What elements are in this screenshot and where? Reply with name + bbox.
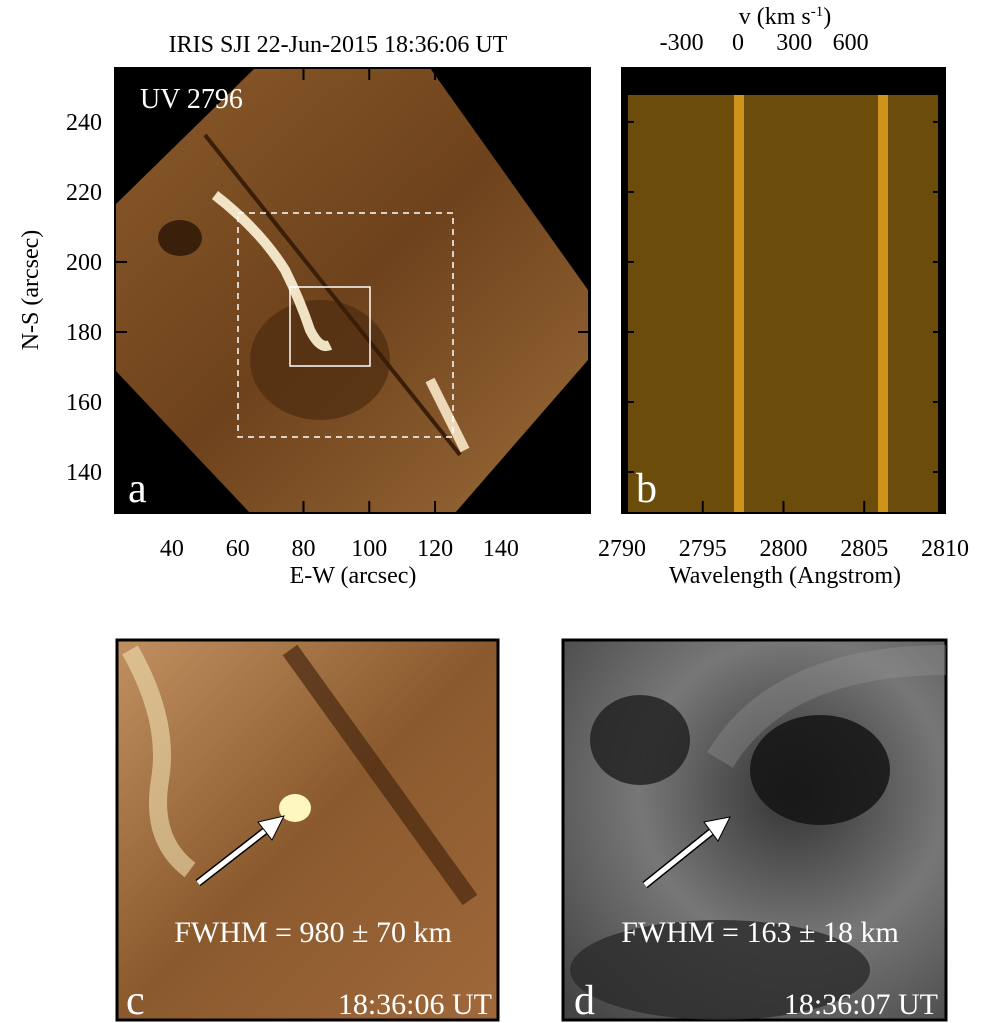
x-tick-label: 40: [160, 536, 184, 562]
panel-letter: d: [574, 978, 595, 1023]
top-tick-label: 600: [833, 30, 869, 56]
y-tick-label: 200: [66, 250, 102, 276]
panel-c-image: [117, 640, 498, 1020]
top-tick-label: -300: [660, 30, 704, 56]
y-tick-label: 140: [66, 460, 102, 486]
channel-label: UV 2796: [140, 84, 243, 115]
panel-letter: a: [128, 466, 147, 512]
x-tick-label: 80: [291, 536, 315, 562]
panel-letter: b: [636, 466, 657, 512]
x-tick-label: 2795: [679, 536, 727, 562]
pore: [750, 715, 890, 825]
panel-letter: c: [126, 978, 145, 1023]
bright-point: [279, 794, 311, 822]
y-tick-label: 180: [66, 320, 102, 346]
spectrum: [628, 95, 938, 513]
y-tick-label: 220: [66, 180, 102, 206]
x-axis-label: Wavelength (Angstrom): [669, 563, 901, 589]
x-tick-label: 120: [417, 536, 453, 562]
x-axis-label: E-W (arcsec): [290, 563, 417, 589]
y-axis-label: N-S (arcsec): [18, 230, 44, 351]
dark-region: [250, 300, 390, 420]
y-tick-label: 160: [66, 390, 102, 416]
fwhm-label: FWHM = 163 ± 18 km: [621, 916, 899, 949]
top-axis-label: v (km s-1): [739, 4, 832, 30]
x-tick-label: 140: [483, 536, 519, 562]
figure: UV 2796 a IRIS SJI 22-Jun-2015 18:36:06 …: [0, 0, 982, 1023]
spectral-line: [878, 95, 888, 513]
top-tick-label: 0: [732, 30, 744, 56]
x-tick-label: 100: [351, 536, 387, 562]
time-label: 18:36:06 UT: [338, 988, 492, 1021]
panel-title: IRIS SJI 22-Jun-2015 18:36:06 UT: [169, 32, 508, 58]
pore: [590, 695, 690, 785]
dark-spot: [158, 220, 202, 256]
x-tick-label: 2790: [598, 536, 646, 562]
x-tick-label: 2800: [760, 536, 808, 562]
top-tick-label: 300: [776, 30, 812, 56]
time-label: 18:36:07 UT: [784, 988, 938, 1021]
x-tick-label: 2805: [840, 536, 888, 562]
label-part: v (km s: [739, 4, 811, 30]
label-superscript: -1: [811, 4, 824, 20]
y-tick-label: 240: [66, 110, 102, 136]
spectral-line: [734, 95, 744, 513]
fwhm-label: FWHM = 980 ± 70 km: [174, 916, 452, 949]
label-part: ): [823, 4, 831, 30]
x-tick-label: 60: [226, 536, 250, 562]
x-tick-label: 2810: [921, 536, 969, 562]
